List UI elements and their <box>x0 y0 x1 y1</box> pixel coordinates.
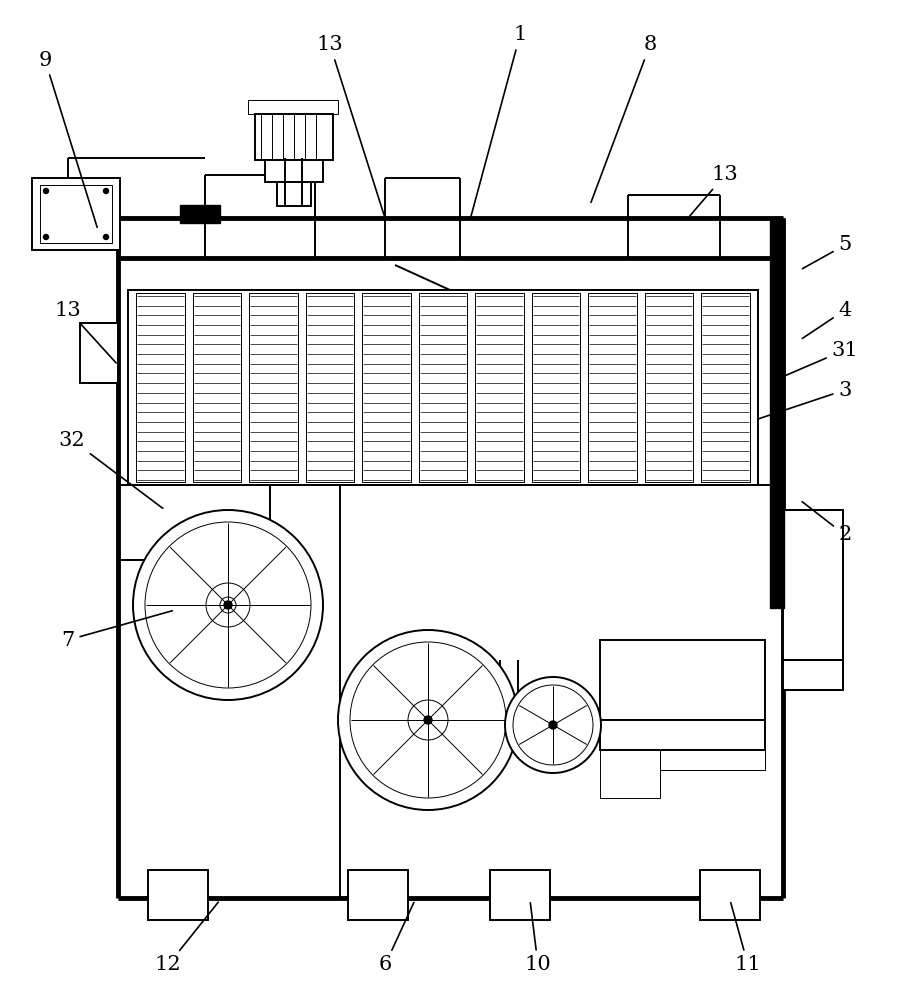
Bar <box>490 870 550 920</box>
Circle shape <box>43 188 49 194</box>
Bar <box>532 293 580 482</box>
Circle shape <box>224 601 232 609</box>
Bar <box>783 660 843 690</box>
Circle shape <box>549 721 557 729</box>
Bar <box>475 293 524 482</box>
Text: 13: 13 <box>54 300 116 363</box>
Bar <box>128 290 758 485</box>
Text: 7: 7 <box>62 611 172 650</box>
Circle shape <box>424 716 432 724</box>
Text: 11: 11 <box>730 903 761 974</box>
Circle shape <box>206 583 250 627</box>
Bar <box>600 750 660 798</box>
Circle shape <box>103 234 109 239</box>
Text: 32: 32 <box>59 430 163 508</box>
Circle shape <box>505 677 601 773</box>
Circle shape <box>220 597 236 613</box>
Bar <box>348 870 408 920</box>
Bar <box>277 182 311 206</box>
Bar <box>645 293 693 482</box>
Text: 9: 9 <box>38 50 97 227</box>
Bar <box>249 293 298 482</box>
Bar <box>588 293 637 482</box>
Bar <box>660 750 765 770</box>
Text: 6: 6 <box>378 903 414 974</box>
Text: 8: 8 <box>591 35 657 202</box>
Circle shape <box>43 234 49 239</box>
Text: 2: 2 <box>802 502 852 544</box>
Text: 3: 3 <box>757 380 852 419</box>
Bar <box>80 323 118 383</box>
Text: 31: 31 <box>777 340 858 379</box>
Bar <box>600 640 765 720</box>
Bar <box>180 205 220 223</box>
Bar <box>248 100 338 114</box>
Text: 13: 13 <box>317 35 384 215</box>
Text: 12: 12 <box>155 902 218 974</box>
Text: 1: 1 <box>471 25 527 217</box>
Bar <box>783 510 843 660</box>
Bar <box>32 178 120 250</box>
Circle shape <box>133 510 323 700</box>
Bar <box>362 293 411 482</box>
Bar <box>148 870 208 920</box>
Bar <box>265 160 323 182</box>
Text: 4: 4 <box>803 300 852 338</box>
Bar <box>600 720 765 750</box>
Bar <box>770 218 784 608</box>
Bar <box>419 293 467 482</box>
Circle shape <box>338 630 518 810</box>
Bar <box>701 293 750 482</box>
Text: 13: 13 <box>690 165 738 216</box>
Bar <box>193 293 241 482</box>
Text: 5: 5 <box>803 235 852 269</box>
Bar <box>494 718 524 734</box>
Circle shape <box>103 188 109 194</box>
Bar <box>136 293 185 482</box>
Bar <box>255 114 333 160</box>
Text: 10: 10 <box>525 903 551 974</box>
Bar <box>700 870 760 920</box>
Bar <box>40 185 112 243</box>
Bar <box>306 293 354 482</box>
Circle shape <box>408 700 448 740</box>
